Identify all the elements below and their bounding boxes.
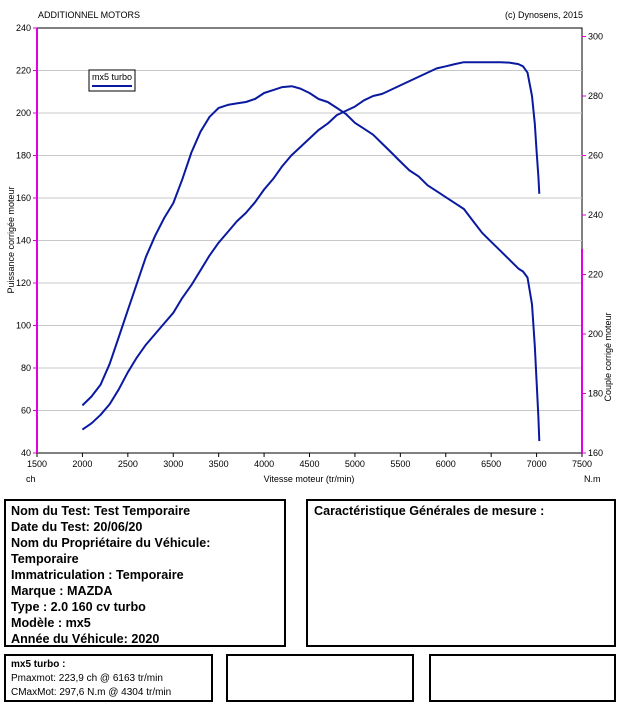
- x-tick-label: 1500: [27, 459, 47, 469]
- y-tick-label: 120: [16, 278, 31, 288]
- vehicle-year: Année du Véhicule: 2020: [11, 632, 160, 646]
- x-tick-label: 7000: [527, 459, 547, 469]
- legend-label: mx5 turbo: [92, 72, 132, 82]
- ticks-layer: 40 60 80 100 120 140 160 180 200 220 240 1500 2000 25…: [16, 23, 603, 469]
- power-curve: [81, 61, 541, 431]
- y2-tick-label: 240: [588, 210, 603, 220]
- summary-title: mx5 turbo :: [11, 659, 66, 670]
- x-tick-label: 2500: [118, 459, 138, 469]
- x-tick-label: 3000: [163, 459, 183, 469]
- y-tick-label: 140: [16, 236, 31, 246]
- y2-tick-label: 220: [588, 270, 603, 280]
- vehicle-type: Type : 2.0 160 cv turbo: [11, 600, 146, 614]
- dyno-chart: ADDITIONNEL MOTORS (c) Dynosens, 2015 40…: [6, 10, 613, 484]
- y-tick-label: 80: [21, 363, 31, 373]
- y-tick-label: 240: [16, 23, 31, 33]
- y2-tick-label: 180: [588, 389, 603, 399]
- x-tick-label: 2000: [72, 459, 92, 469]
- y2-axis-label: Couple corrigé moteur: [603, 312, 613, 401]
- max-torque-result: CMaxMot: 297,6 N.m @ 4304 tr/min: [11, 687, 172, 698]
- x-tick-label: 5000: [345, 459, 365, 469]
- brand: Marque : MAZDA: [11, 584, 113, 598]
- chart-header-left: ADDITIONNEL MOTORS: [38, 10, 140, 20]
- owner-label: Nom du Propriétaire du Véhicule:: [11, 536, 211, 550]
- y-tick-label: 220: [16, 66, 31, 76]
- legend: mx5 turbo: [88, 69, 136, 92]
- x-tick-label: 6500: [481, 459, 501, 469]
- y2-unit-label: N.m: [584, 474, 601, 484]
- series-layer: [81, 61, 541, 442]
- x-unit-label: ch: [26, 474, 36, 484]
- chart-canvas: ADDITIONNEL MOTORS (c) Dynosens, 2015 40…: [6, 10, 613, 484]
- x-tick-label: 4000: [254, 459, 274, 469]
- owner-value: Temporaire: [11, 552, 79, 566]
- chart-header-right: (c) Dynosens, 2015: [505, 10, 583, 20]
- y-tick-label: 60: [21, 406, 31, 416]
- torque-curve: [81, 85, 541, 442]
- y2-tick-label: 300: [588, 32, 603, 42]
- registration: Immatriculation : Temporaire: [11, 568, 184, 582]
- results-summary-panel: mx5 turbo : Pmaxmot: 223,9 ch @ 6163 tr/…: [4, 654, 213, 702]
- empty-panel-1: [226, 654, 414, 702]
- test-info-panel: Nom du Test: Test Temporaire Date du Tes…: [4, 499, 286, 647]
- x-tick-label: 4500: [299, 459, 319, 469]
- y2-tick-label: 260: [588, 151, 603, 161]
- model: Modèle : mx5: [11, 616, 91, 630]
- y2-tick-label: 200: [588, 329, 603, 339]
- y-tick-label: 100: [16, 321, 31, 331]
- y-tick-label: 180: [16, 151, 31, 161]
- y2-tick-label: 160: [588, 448, 603, 458]
- y2-tick-label: 280: [588, 91, 603, 101]
- y-axis-label: Puissance corrigée moteur: [6, 186, 16, 293]
- x-axis-label: Vitesse moteur (tr/min): [264, 474, 355, 484]
- y-tick-label: 160: [16, 193, 31, 203]
- x-tick-label: 3500: [209, 459, 229, 469]
- empty-panel-2: [429, 654, 616, 702]
- test-date: Date du Test: 20/06/20: [11, 520, 143, 534]
- x-tick-label: 7500: [572, 459, 592, 469]
- x-tick-label: 6000: [436, 459, 456, 469]
- test-name: Nom du Test: Test Temporaire: [11, 504, 191, 518]
- general-title: Caractéristique Générales de mesure :: [314, 504, 545, 518]
- x-tick-label: 5500: [390, 459, 410, 469]
- y-tick-label: 200: [16, 108, 31, 118]
- max-power-result: Pmaxmot: 223,9 ch @ 6163 tr/min: [11, 673, 163, 684]
- y-tick-label: 40: [21, 448, 31, 458]
- general-characteristics-panel: Caractéristique Générales de mesure :: [306, 499, 616, 647]
